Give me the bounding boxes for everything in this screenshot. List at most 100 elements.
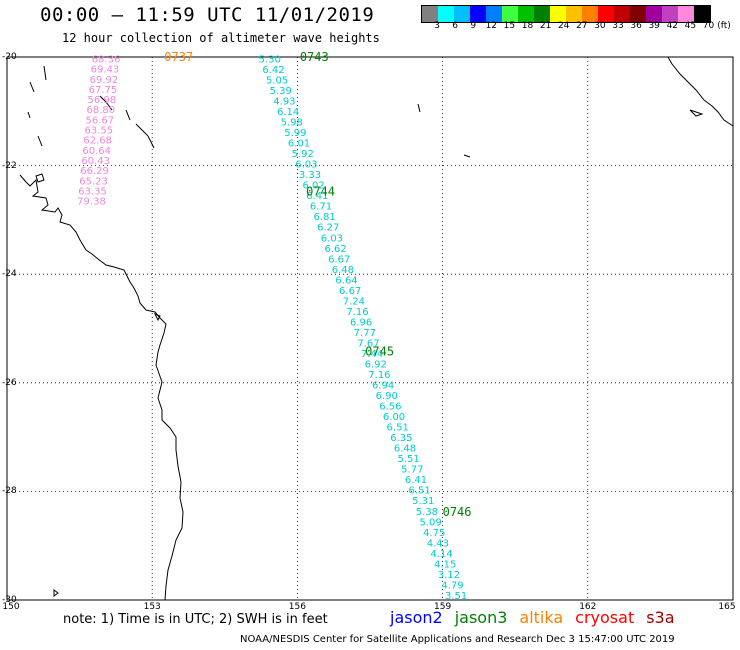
legend-swatch	[550, 6, 566, 22]
cyan-track-value: 7.16	[346, 307, 368, 318]
legend-swatch	[422, 6, 438, 22]
cyan-track-value: 4.15	[434, 559, 456, 570]
cyan-track-value: 6.67	[328, 254, 350, 265]
cyan-track-value: 7.77	[354, 328, 376, 339]
longitude-label: 165	[718, 602, 736, 612]
cape-york-fragment-3	[27, 111, 31, 119]
reef-fragment-3	[135, 123, 155, 149]
cyan-track-value: 5.31	[412, 496, 434, 507]
legend-swatch	[566, 6, 582, 22]
legend-tick-label: 70	[702, 21, 715, 31]
satellite-label: altika	[519, 608, 564, 627]
cyan-track-value: 6.02	[303, 181, 325, 192]
legend-tick-label: 21	[539, 21, 552, 31]
legend-tick-label: 27	[576, 21, 588, 31]
cape-york-fragment-2	[29, 81, 35, 93]
cyan-track-value: 5.98	[281, 118, 303, 129]
cape-york-fragment-4	[37, 135, 43, 147]
legend-swatch	[518, 6, 534, 22]
legend-tick-label: 30	[594, 21, 606, 31]
color-legend	[421, 5, 711, 23]
longitude-label: 153	[143, 602, 161, 612]
legend-tick-label: 9	[470, 21, 477, 31]
cyan-track-value: 4.43	[427, 538, 449, 549]
cyan-track-value: 4.75	[423, 528, 445, 539]
map-frame	[6, 56, 734, 601]
cyan-track-value: 4.14	[430, 549, 452, 560]
cyan-track-value: 6.35	[390, 433, 412, 444]
new-caledonia-island	[689, 109, 704, 117]
chesterfield-islet-1	[417, 103, 421, 113]
cyan-track-value: 6.03	[295, 160, 317, 171]
altimeter-tracks: 68.3669.4369.9267.7556.9868.8056.6763.55…	[77, 50, 471, 602]
cyan-track-value: 6.64	[335, 275, 357, 286]
cyan-track-value: 6.94	[372, 381, 394, 392]
legend-swatch	[454, 6, 470, 22]
satellite-legend: jason2 jason3 altika cryosat s3a	[390, 608, 687, 627]
time-label: 0744	[306, 184, 335, 198]
new-caledonia-coast	[667, 56, 734, 127]
satellite-label: s3a	[646, 608, 675, 627]
graticule	[7, 57, 733, 600]
pink-track-value: 66.29	[80, 166, 109, 177]
legend-swatch	[534, 6, 550, 22]
pink-track-value: 63.35	[78, 187, 107, 198]
cyan-track-value: 6.42	[262, 65, 284, 76]
cyan-track-value: 6.90	[376, 391, 398, 402]
time-label: 0745	[365, 345, 394, 359]
legend-tick-label: 39	[648, 21, 660, 31]
island-2	[153, 313, 161, 322]
longitude-label: 159	[434, 602, 452, 612]
time-label: 0737	[164, 50, 193, 64]
cyan-track-value: 5.92	[292, 149, 314, 160]
cyan-track-value: 4.93	[273, 97, 295, 108]
cyan-track-value: 7.16	[368, 370, 390, 381]
cyan-track-value: 6.51	[408, 486, 430, 497]
page-title: 00:00 – 11:59 UTC 11/01/2019	[40, 4, 375, 26]
cyan-track-value: 5.09	[419, 517, 441, 528]
longitude-label: 162	[579, 602, 597, 612]
latitude-label: -24	[2, 269, 17, 280]
cyan-track-value: 6.41	[405, 475, 427, 486]
cyan-track-value: 4.79	[441, 580, 463, 591]
legend-tick-label: 45	[684, 21, 697, 31]
legend-swatch	[502, 6, 518, 22]
pink-track-value: 65.23	[79, 176, 108, 187]
pink-track-value: 79.38	[77, 197, 106, 208]
legend-tick-label: 36	[630, 21, 642, 31]
legend-swatch	[438, 6, 454, 22]
chesterfield-islet-2	[463, 154, 471, 158]
cyan-track-value: 6.27	[317, 223, 339, 234]
satellite-label: cryosat	[575, 608, 635, 627]
pink-track-value: 68.36	[92, 54, 121, 65]
latitude-label: -20	[2, 52, 17, 62]
satellite-label: jason2	[390, 608, 443, 627]
cyan-track-value: 7.24	[343, 296, 365, 307]
legend-swatch	[678, 6, 694, 22]
cyan-track-value: 6.14	[277, 107, 299, 118]
cyan-track-value: 5.99	[284, 128, 306, 139]
legend-swatch	[486, 6, 502, 22]
legend-swatch	[662, 6, 678, 22]
latitude-label: -22	[2, 160, 17, 171]
cyan-track-value: 7.44	[361, 349, 383, 360]
time-label: 0746	[443, 505, 472, 519]
pink-track-value: 69.43	[91, 65, 120, 76]
pink-track-value: 69.92	[90, 75, 119, 86]
cyan-track-value: 5.51	[398, 454, 420, 465]
pink-track-value: 63.55	[84, 126, 113, 137]
coastline	[19, 56, 734, 601]
pink-track-value: 68.80	[87, 105, 116, 116]
legend-tick-label: 24	[557, 21, 570, 31]
latitude-label: -28	[2, 486, 17, 497]
pink-track-value: 60.43	[81, 156, 110, 167]
cyan-track-value: 6.01	[288, 139, 310, 150]
cyan-track-value: 3.12	[438, 570, 460, 581]
longitude-label: 150	[2, 602, 20, 612]
satellite-label: jason3	[454, 608, 508, 627]
cyan-track-value: 6.92	[365, 359, 387, 370]
legend-swatch	[598, 6, 614, 22]
cyan-track-value: 5.77	[401, 465, 423, 476]
legend-tick-label: 15	[503, 21, 516, 31]
